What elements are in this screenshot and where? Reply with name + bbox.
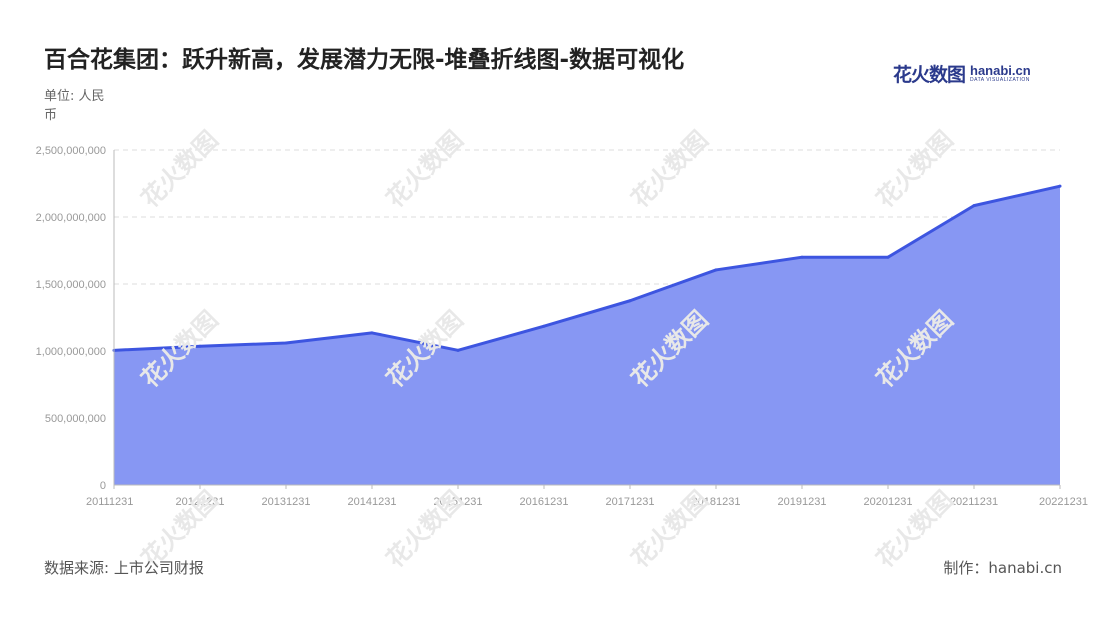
series-line (113, 184, 1061, 352)
credit-note: 制作：hanabi.cn (943, 559, 1062, 577)
x-tick-label: 20171231 (606, 496, 655, 508)
x-tick-label: 20221231 (1039, 496, 1088, 508)
x-tick-label: 20211231 (950, 496, 998, 508)
x-tick-label: 20121231 (176, 496, 225, 508)
x-tick-label: 20181231 (692, 496, 741, 508)
x-tick-label: 20131231 (262, 496, 311, 508)
data-point (800, 255, 804, 259)
logo-en-text: hanabi.cn (970, 62, 1031, 78)
unit-label: 单位: 人民币 (44, 89, 105, 123)
data-point (542, 324, 546, 328)
data-point (198, 344, 202, 348)
y-tick-label: 0 (100, 480, 106, 492)
source-note: 数据来源: 上市公司财报 (44, 559, 204, 577)
data-point (628, 299, 632, 303)
data-point (1058, 184, 1062, 188)
data-point (714, 268, 718, 272)
y-tick-label: 500,000,000 (45, 413, 106, 425)
y-tick-label: 2,000,000,000 (36, 212, 106, 224)
data-point (886, 255, 890, 259)
data-point (370, 331, 374, 335)
x-tick-label: 20191231 (778, 496, 827, 508)
data-point (972, 204, 976, 208)
y-tick-label: 1,500,000,000 (36, 279, 106, 291)
area-fill (114, 186, 1060, 485)
logo-cn-text: 花火数图 (893, 63, 966, 86)
data-point (284, 341, 288, 345)
x-tick-label: 20141231 (348, 496, 397, 508)
y-tick-label: 1,000,000,000 (36, 346, 106, 358)
x-tick-label: 20201231 (864, 496, 913, 508)
chart-title: 百合花集团：跃升新高，发展潜力无限-堆叠折线图-数据可视化 (44, 47, 685, 73)
x-tick-label: 20111231 (86, 496, 133, 508)
logo-sub-text: DATA VISUALIZATION (970, 76, 1030, 83)
x-tick-label: 20151231 (434, 496, 483, 508)
y-tick-label: 2,500,000,000 (36, 145, 106, 157)
brand-logo: 花火数图 hanabi.cn DATA VISUALIZATION (893, 60, 1031, 86)
x-tick-label: 20161231 (520, 496, 569, 508)
data-point (456, 348, 460, 352)
